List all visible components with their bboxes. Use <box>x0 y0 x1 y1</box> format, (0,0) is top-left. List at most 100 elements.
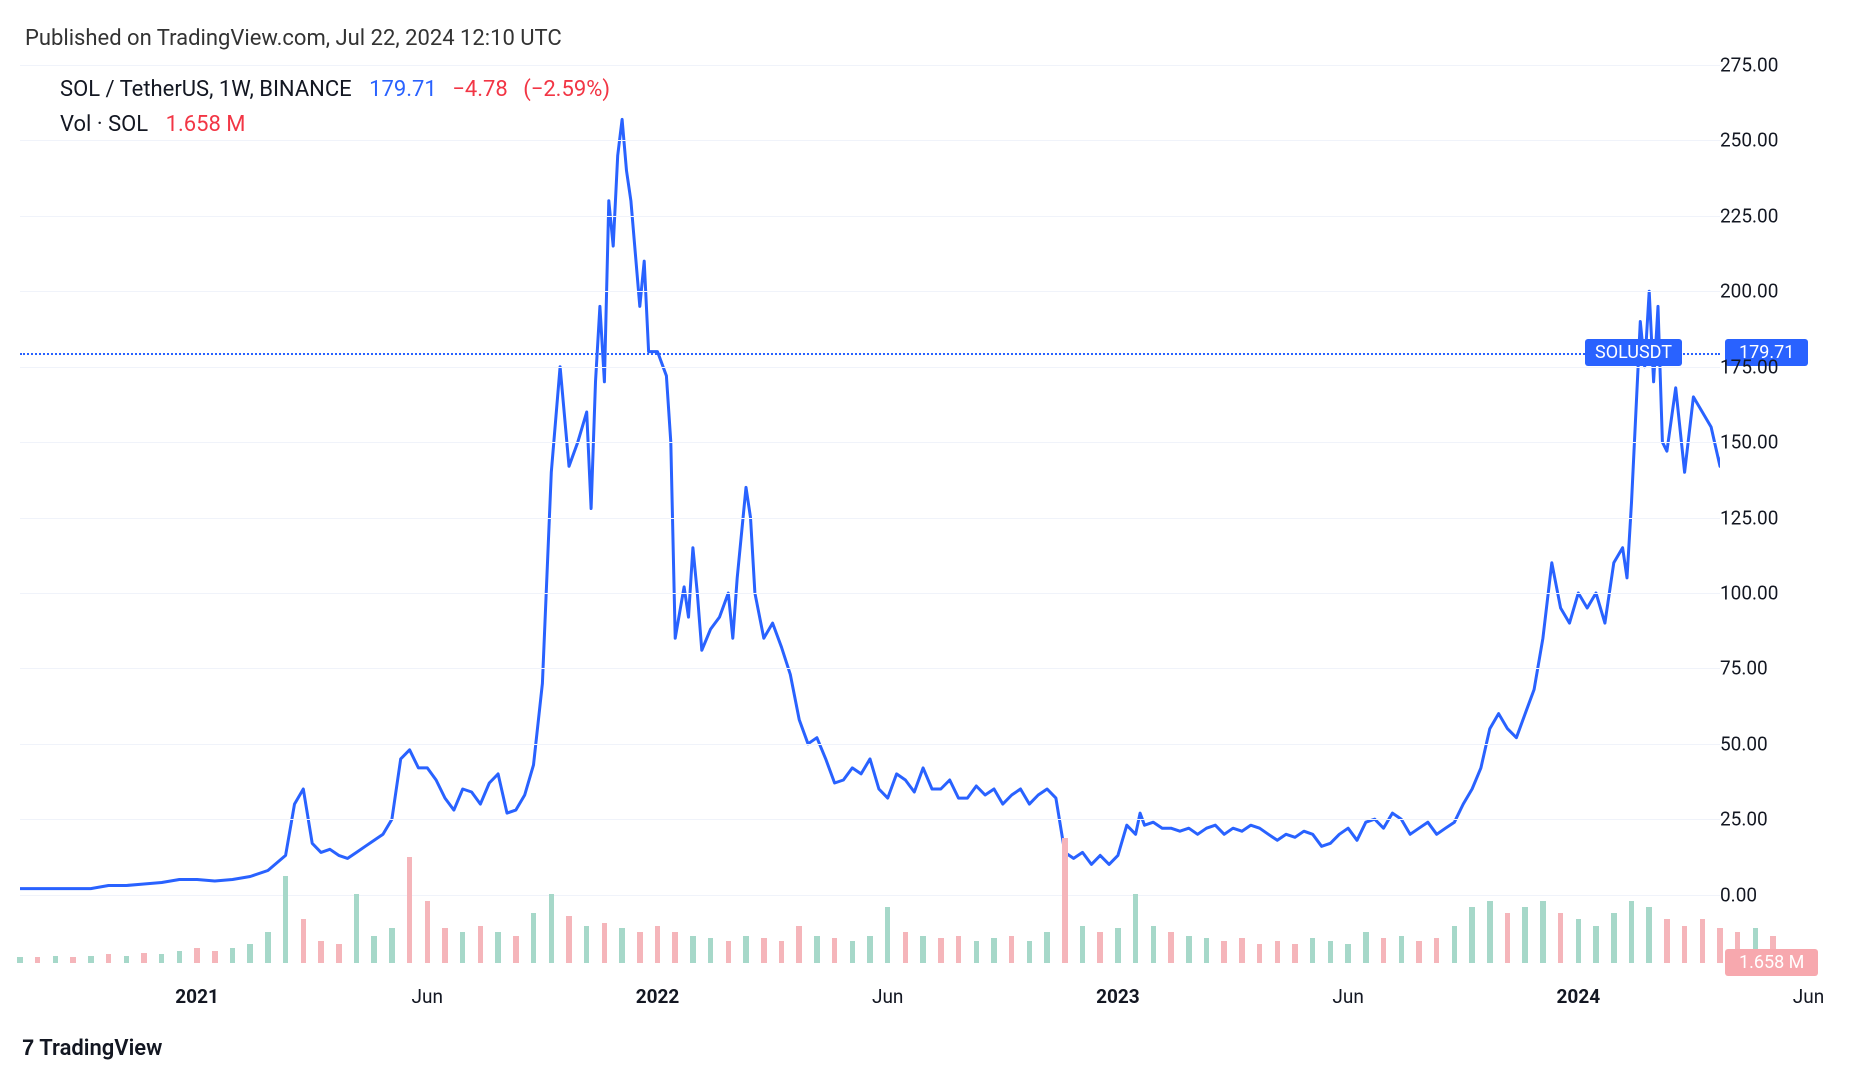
gridline <box>20 367 1720 368</box>
gridline <box>20 140 1720 141</box>
volume-bar <box>425 901 431 964</box>
gridline <box>20 442 1720 443</box>
volume-bar <box>1115 928 1121 963</box>
volume-bar <box>1186 936 1192 964</box>
gridline <box>20 291 1720 292</box>
volume-bar <box>637 932 643 963</box>
x-axis-tick: 2023 <box>1096 985 1140 1008</box>
y-axis-tick: 75.00 <box>1720 657 1768 680</box>
volume-bar <box>70 957 76 963</box>
volume-bar <box>619 928 625 963</box>
volume-bar <box>1522 907 1528 963</box>
volume-bar <box>371 936 377 964</box>
volume-bar <box>389 928 395 963</box>
price-chart[interactable] <box>20 50 1720 970</box>
gridline <box>20 895 1720 896</box>
gridline <box>20 593 1720 594</box>
volume-bar <box>1469 907 1475 963</box>
published-caption: Published on TradingView.com, Jul 22, 20… <box>25 26 562 51</box>
volume-bar <box>1239 938 1245 963</box>
volume-bar <box>920 936 926 964</box>
volume-bar <box>531 913 537 963</box>
volume-bar <box>549 894 555 963</box>
volume-bar <box>141 953 147 963</box>
volume-bar <box>1487 901 1493 964</box>
volume-bar <box>1593 926 1599 964</box>
volume-bar <box>1310 938 1316 963</box>
volume-bar <box>1381 938 1387 963</box>
volume-bar <box>1080 926 1086 964</box>
volume-bar <box>1664 919 1670 963</box>
y-axis-tick: 275.00 <box>1720 54 1778 77</box>
volume-bar <box>177 951 183 964</box>
volume-bar <box>1009 936 1015 964</box>
y-axis-tick: 250.00 <box>1720 129 1778 152</box>
x-axis-tick: 2021 <box>175 985 219 1008</box>
x-axis-tick: 2024 <box>1557 985 1601 1008</box>
volume-bar <box>1204 938 1210 963</box>
volume-bar <box>1328 941 1334 964</box>
volume-bar <box>903 932 909 963</box>
volume-bar <box>850 941 856 964</box>
volume-bar <box>956 936 962 964</box>
volume-bar <box>885 907 891 963</box>
gridline <box>20 668 1720 669</box>
volume-bar <box>832 938 838 963</box>
volume-bar <box>124 956 130 964</box>
gridline <box>20 744 1720 745</box>
volume-bar <box>1168 932 1174 963</box>
volume-bar <box>655 926 661 964</box>
volume-bar <box>1452 926 1458 964</box>
volume-bar <box>1646 907 1652 963</box>
volume-bar <box>1505 913 1511 963</box>
volume-bar <box>53 956 59 964</box>
volume-bar <box>1097 932 1103 963</box>
volume-bar <box>1717 928 1723 963</box>
volume-bar <box>584 926 590 964</box>
volume-bar <box>1629 901 1635 964</box>
volume-bar <box>779 941 785 964</box>
volume-bar <box>159 954 165 963</box>
volume-bar <box>478 926 484 964</box>
volume-bar <box>194 948 200 963</box>
volume-bar <box>442 928 448 963</box>
volume-bar <box>991 938 997 963</box>
tradingview-attribution: 7 TradingView <box>22 1035 162 1061</box>
y-axis-tick: 50.00 <box>1720 732 1768 755</box>
volume-bar <box>690 936 696 964</box>
volume-bar <box>1062 838 1068 963</box>
volume-bar <box>283 876 289 964</box>
volume-bar <box>1292 944 1298 963</box>
y-axis-tick: 0.00 <box>1720 883 1757 906</box>
volume-bar <box>1611 913 1617 963</box>
volume-bar <box>106 954 112 963</box>
volume-bar <box>407 857 413 963</box>
volume-bar <box>1700 919 1706 963</box>
volume-bar <box>1363 932 1369 963</box>
volume-bar <box>1540 901 1546 964</box>
volume-bar <box>1558 913 1564 963</box>
volume-bar <box>743 936 749 964</box>
volume-bar <box>1257 944 1263 963</box>
volume-bar <box>301 919 307 963</box>
gridline <box>20 518 1720 519</box>
volume-bar <box>336 944 342 963</box>
volume-bar <box>867 936 873 964</box>
volume-bar <box>513 936 519 964</box>
volume-bar <box>230 948 236 963</box>
volume-bar <box>1221 941 1227 964</box>
volume-bar <box>814 936 820 964</box>
price-line <box>20 50 1720 970</box>
tradingview-brand: TradingView <box>39 1036 162 1061</box>
volume-bar <box>265 932 271 963</box>
gridline <box>20 216 1720 217</box>
y-axis-tick: 225.00 <box>1720 204 1778 227</box>
volume-bar <box>247 944 253 963</box>
volume-bar <box>1275 941 1281 964</box>
volume-bar <box>708 938 714 963</box>
volume-bar <box>566 916 572 964</box>
x-axis-tick: Jun <box>1332 985 1363 1008</box>
y-axis-tick: 150.00 <box>1720 431 1778 454</box>
volume-bar <box>672 932 678 963</box>
volume-bar <box>1345 944 1351 963</box>
